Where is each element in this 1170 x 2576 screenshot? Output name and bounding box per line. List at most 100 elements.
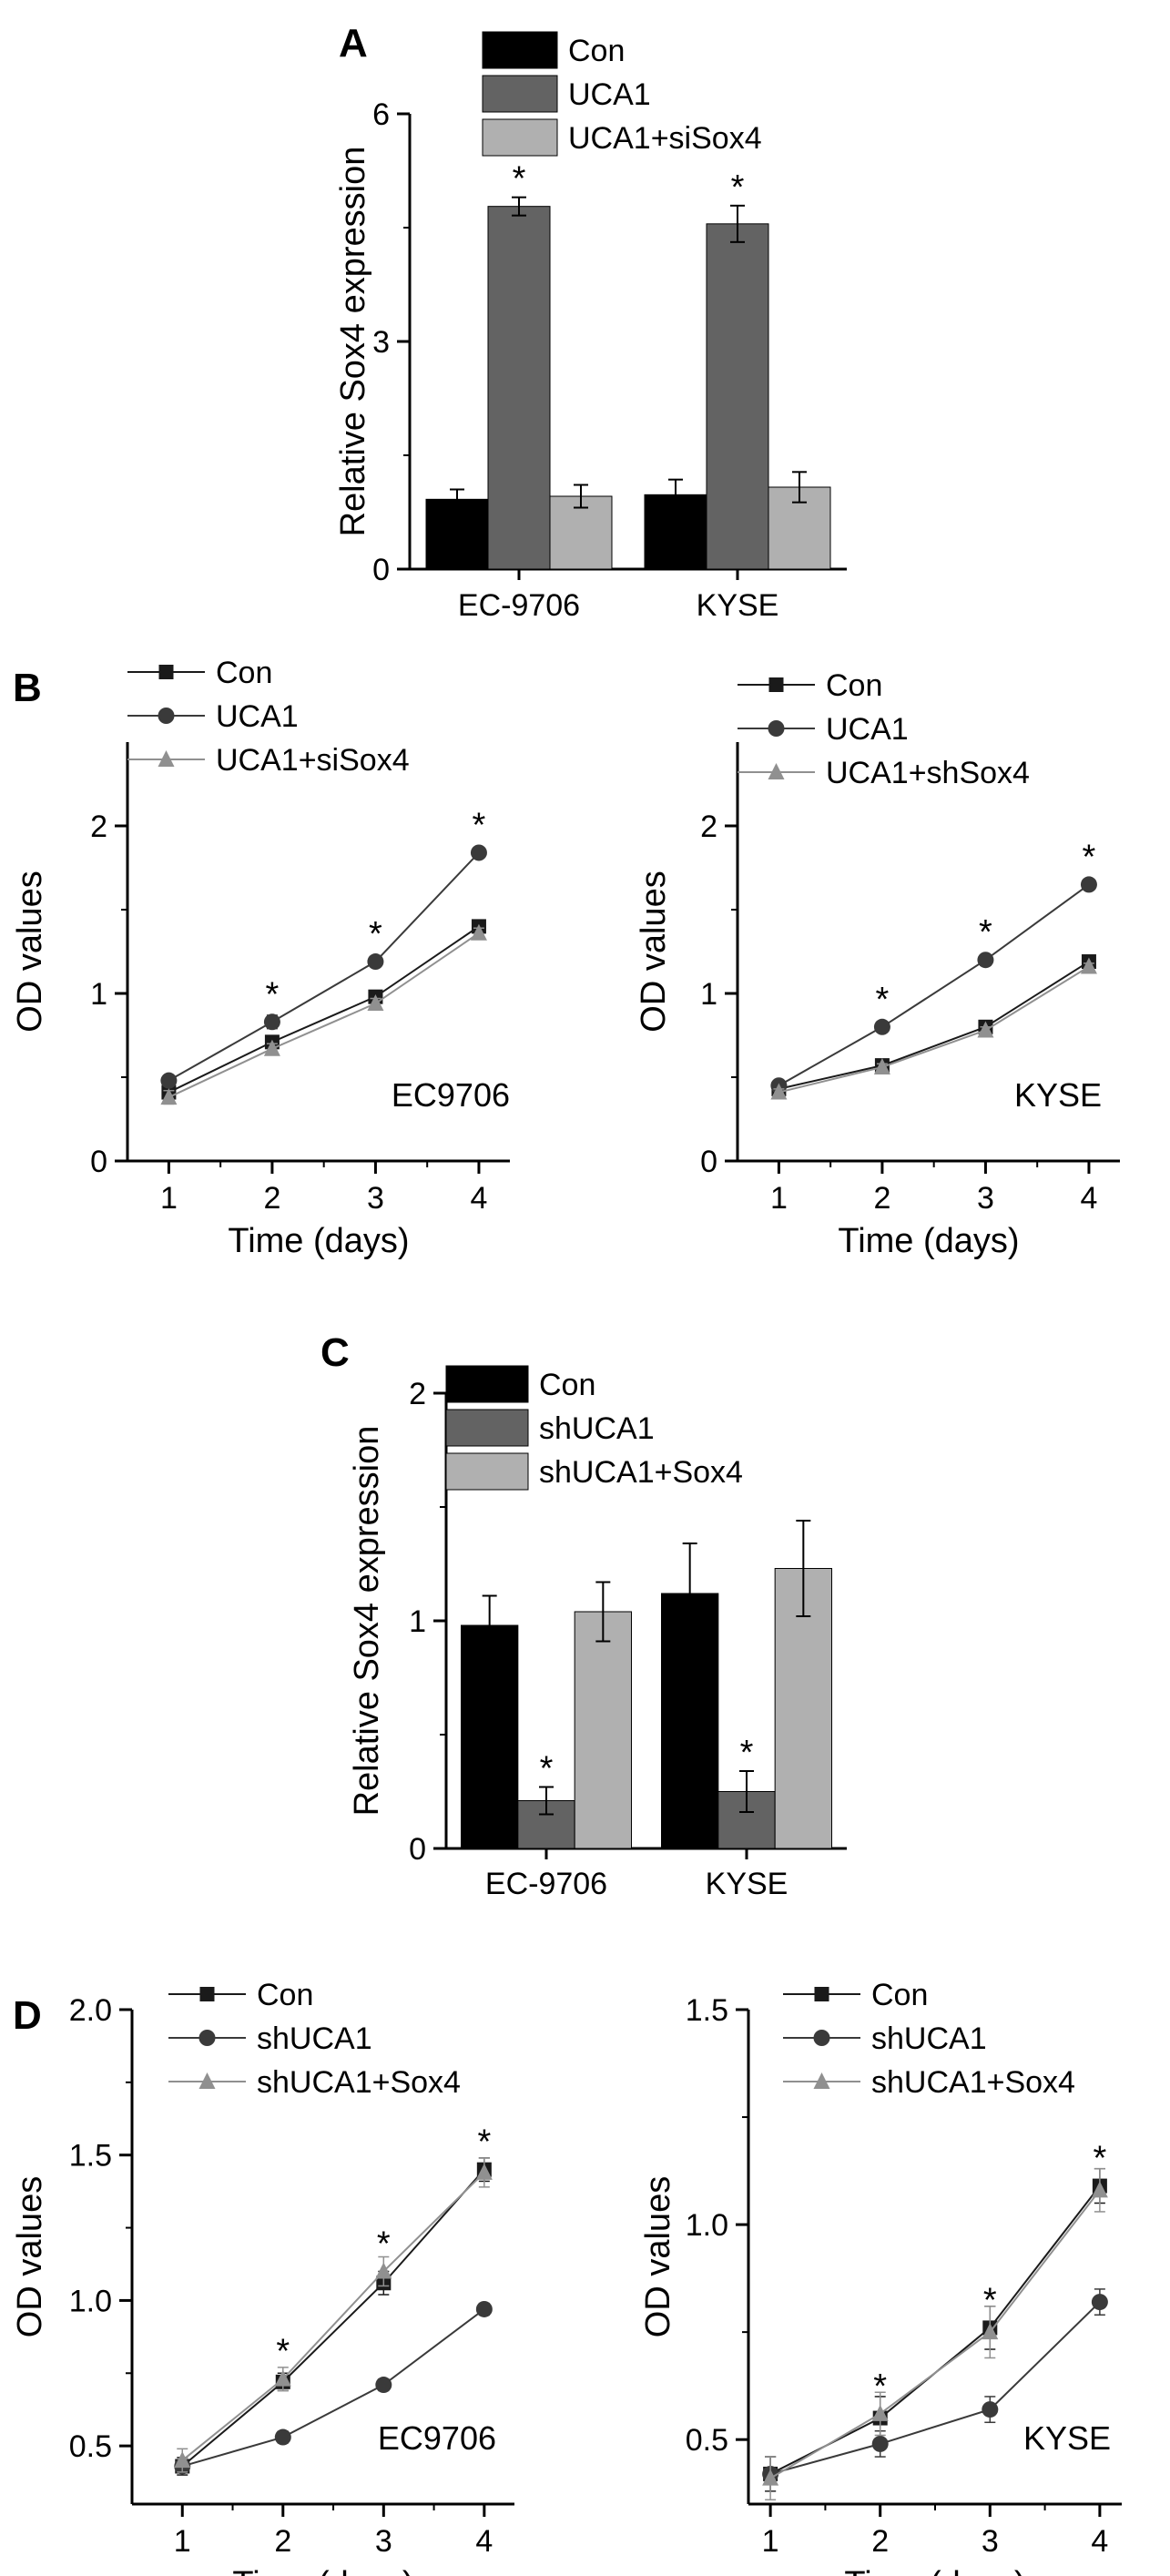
significance-star: * bbox=[983, 2281, 997, 2319]
series-line-con bbox=[168, 925, 480, 1094]
y-tick-label: 6 bbox=[372, 97, 390, 132]
data-point-circle bbox=[977, 952, 994, 969]
x-tick-label: 3 bbox=[977, 1181, 994, 1216]
significance-star: * bbox=[731, 168, 745, 207]
legend-marker-circle bbox=[198, 2030, 216, 2046]
legend-swatch bbox=[482, 75, 558, 113]
data-point-triangle bbox=[873, 1057, 890, 1074]
legend-marker-circle bbox=[158, 708, 175, 724]
legend-label: shUCA1 bbox=[257, 2021, 372, 2056]
legend-swatch bbox=[482, 118, 558, 157]
series-line-con bbox=[181, 2169, 485, 2468]
y-axis-title: Relative Sox4 expression bbox=[348, 1426, 386, 1817]
data-point-triangle bbox=[871, 2404, 889, 2421]
legend-swatch bbox=[445, 1409, 529, 1447]
significance-star: * bbox=[876, 981, 890, 1019]
series-line-uca1 bbox=[168, 851, 480, 1082]
y-tick-label: 1 bbox=[700, 977, 717, 1012]
data-point-triangle bbox=[977, 1021, 994, 1038]
legend-marker-triangle bbox=[813, 2072, 830, 2089]
x-tick-label: 3 bbox=[375, 2524, 392, 2559]
significance-star: * bbox=[740, 1734, 754, 1772]
significance-star: * bbox=[1093, 2140, 1106, 2178]
significance-star: * bbox=[979, 913, 992, 952]
data-point-triangle bbox=[770, 1083, 788, 1100]
panel-b-left-line-chart: 0 1 2 OD values 1 2 3 4 Time (days) * * * EC9706 Con U… bbox=[11, 656, 510, 1260]
y-tick-label: 0 bbox=[90, 1145, 107, 1179]
data-point-triangle bbox=[470, 923, 487, 941]
x-tick-label: 2 bbox=[871, 2524, 889, 2559]
bar-con-ec-9706 bbox=[425, 498, 489, 570]
data-point-circle bbox=[367, 953, 384, 971]
data-point-triangle bbox=[475, 2163, 493, 2180]
category-label: EC-9706 bbox=[485, 1867, 607, 1901]
x-tick-label: 3 bbox=[367, 1181, 384, 1216]
data-point-triangle bbox=[160, 1088, 178, 1105]
legend-label: UCA1 bbox=[216, 699, 299, 734]
x-tick-label: 4 bbox=[1080, 1181, 1097, 1216]
y-axis-title: OD values bbox=[635, 871, 673, 1032]
panel-label-c: C bbox=[320, 1330, 350, 1375]
series-line-shuca1 bbox=[181, 2308, 485, 2468]
series-line-con bbox=[778, 961, 1090, 1090]
inset-cell-line-label: EC9706 bbox=[378, 2419, 496, 2457]
y-tick-label: 2.0 bbox=[69, 1993, 112, 2028]
series-line-uca1-sisox4 bbox=[168, 932, 480, 1098]
legend-swatch bbox=[482, 31, 558, 69]
y-tick-label: 1.5 bbox=[686, 1993, 728, 2028]
panel-label-d: D bbox=[13, 1993, 42, 2038]
panel-c-bar-chart: 0 1 2 Relative Sox4 expression EC-9706 KYSE * *… bbox=[348, 1365, 847, 1901]
y-tick-label: 1.5 bbox=[69, 2139, 112, 2174]
legend-marker-triangle bbox=[198, 2072, 216, 2089]
y-axis-title: OD values bbox=[639, 2176, 677, 2337]
series-line-uca1-shsox4 bbox=[778, 965, 1090, 1094]
y-tick-label: 1 bbox=[409, 1604, 426, 1639]
category-label: KYSE bbox=[706, 1867, 788, 1901]
inset-cell-line-label: KYSE bbox=[1023, 2419, 1111, 2457]
significance-star: * bbox=[873, 2367, 887, 2406]
x-axis-title: Time (days) bbox=[232, 2565, 413, 2576]
significance-star: * bbox=[473, 806, 486, 844]
y-axis-title: OD values bbox=[11, 871, 49, 1032]
legend-swatch bbox=[445, 1365, 529, 1403]
series-line-shuca1-sox4 bbox=[181, 2172, 485, 2461]
significance-star: * bbox=[276, 2333, 290, 2371]
data-point-circle bbox=[873, 1018, 890, 1035]
panel-label-a: A bbox=[339, 21, 368, 66]
data-point-triangle bbox=[375, 2262, 392, 2279]
data-point-circle bbox=[475, 2300, 493, 2317]
data-point-circle bbox=[982, 2401, 999, 2418]
data-point-circle bbox=[263, 1013, 280, 1031]
y-tick-label: 2 bbox=[90, 809, 107, 844]
legend-label: Con bbox=[826, 668, 882, 703]
data-point-triangle bbox=[1091, 2181, 1108, 2198]
data-point-triangle bbox=[274, 2369, 291, 2387]
y-axis-title: Relative Sox4 expression bbox=[334, 147, 372, 537]
x-tick-label: 3 bbox=[982, 2524, 999, 2559]
category-label: EC-9706 bbox=[458, 588, 580, 623]
y-tick-label: 2 bbox=[409, 1377, 426, 1411]
legend-label: Con bbox=[539, 1368, 595, 1402]
legend-label: shUCA1+Sox4 bbox=[257, 2065, 461, 2100]
x-tick-label: 1 bbox=[770, 1181, 788, 1216]
data-point-circle bbox=[160, 1072, 178, 1089]
legend-marker-circle bbox=[768, 720, 785, 737]
x-tick-label: 2 bbox=[873, 1181, 890, 1216]
y-tick-label: 0.5 bbox=[69, 2429, 112, 2464]
significance-star: * bbox=[477, 2123, 491, 2162]
legend-label: Con bbox=[257, 1978, 313, 2012]
data-point-circle bbox=[375, 2377, 392, 2394]
panel-b-right-line-chart: 0 1 2 OD values 1 2 3 4 Time (days) * * * KYSE Con UCA… bbox=[635, 668, 1120, 1260]
x-tick-label: 2 bbox=[274, 2524, 291, 2559]
panel-d-right-line-chart: 0.5 1.0 1.5 OD values 1 2 3 4 Time (days) * * * KYSE… bbox=[639, 1978, 1122, 2576]
significance-star: * bbox=[369, 915, 382, 953]
y-axis-title: OD values bbox=[11, 2176, 49, 2337]
legend-label: UCA1+siSox4 bbox=[216, 743, 410, 778]
data-point-triangle bbox=[263, 1039, 280, 1056]
legend-label: Con bbox=[216, 656, 272, 690]
legend-label: UCA1 bbox=[568, 77, 651, 112]
legend-marker-square bbox=[199, 1987, 215, 2001]
series-line-shuca1 bbox=[769, 2301, 1101, 2475]
inset-cell-line-label: KYSE bbox=[1014, 1076, 1102, 1114]
